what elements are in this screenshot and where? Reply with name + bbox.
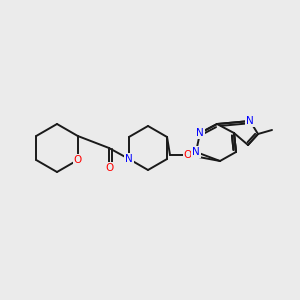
Text: O: O	[74, 155, 82, 165]
Text: N: N	[196, 128, 204, 138]
Text: N: N	[192, 147, 200, 157]
Text: N: N	[125, 154, 133, 164]
Text: O: O	[184, 150, 192, 160]
Text: O: O	[105, 163, 113, 173]
Text: N: N	[246, 116, 254, 126]
